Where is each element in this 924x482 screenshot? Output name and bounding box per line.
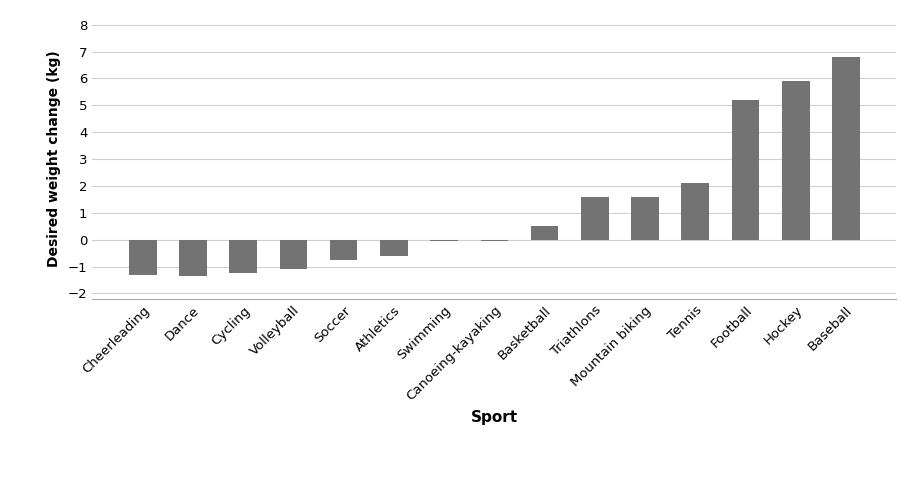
Bar xyxy=(431,240,458,241)
Bar xyxy=(681,183,709,240)
Bar xyxy=(129,240,156,275)
Bar xyxy=(480,240,508,241)
Bar xyxy=(581,197,609,240)
Bar xyxy=(280,240,308,269)
Bar xyxy=(380,240,407,256)
Bar xyxy=(229,240,257,273)
Bar xyxy=(833,57,859,240)
Y-axis label: Desired weight change (kg): Desired weight change (kg) xyxy=(47,51,61,268)
Bar xyxy=(530,226,558,240)
Bar xyxy=(179,240,207,276)
Bar xyxy=(631,197,659,240)
X-axis label: Sport: Sport xyxy=(470,410,518,425)
Bar xyxy=(782,81,809,240)
Bar xyxy=(732,100,760,240)
Bar xyxy=(330,240,358,260)
